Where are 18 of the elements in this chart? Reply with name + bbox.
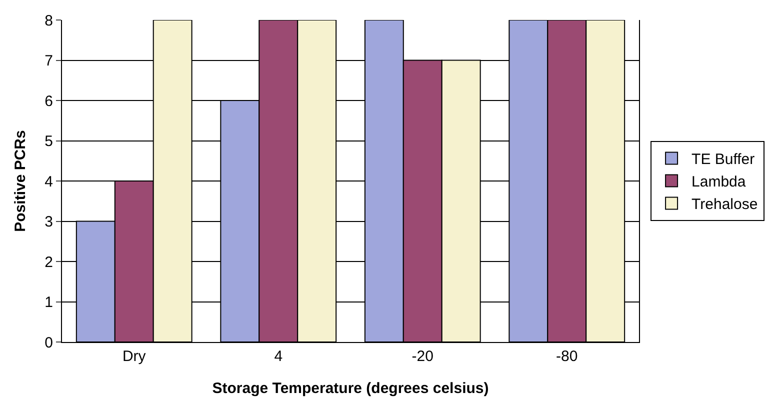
y-tick-label: 4 [44,173,53,190]
x-axis-title: Storage Temperature (degrees celsius) [212,380,489,397]
y-tick-label: 1 [44,294,53,311]
x-tick-label: -80 [556,348,578,365]
y-tick-label: 7 [44,52,53,70]
y-axis-title: Positive PCRs [12,130,29,232]
x-tick-label: Dry [122,348,146,365]
y-tick-label: 8 [44,12,53,30]
y-tick-label: 5 [44,133,53,150]
legend-label: Lambda [692,174,746,191]
y-tick-label: 2 [44,254,53,271]
y-tick-label: 0 [44,334,53,352]
legend-label: TE Buffer [692,151,755,168]
x-tick-label: 4 [274,348,283,365]
y-tick-label: 6 [44,92,53,110]
legend-label: Trehalose [692,196,758,214]
x-tick-label: -20 [412,348,434,365]
y-tick-label: 3 [44,214,53,230]
